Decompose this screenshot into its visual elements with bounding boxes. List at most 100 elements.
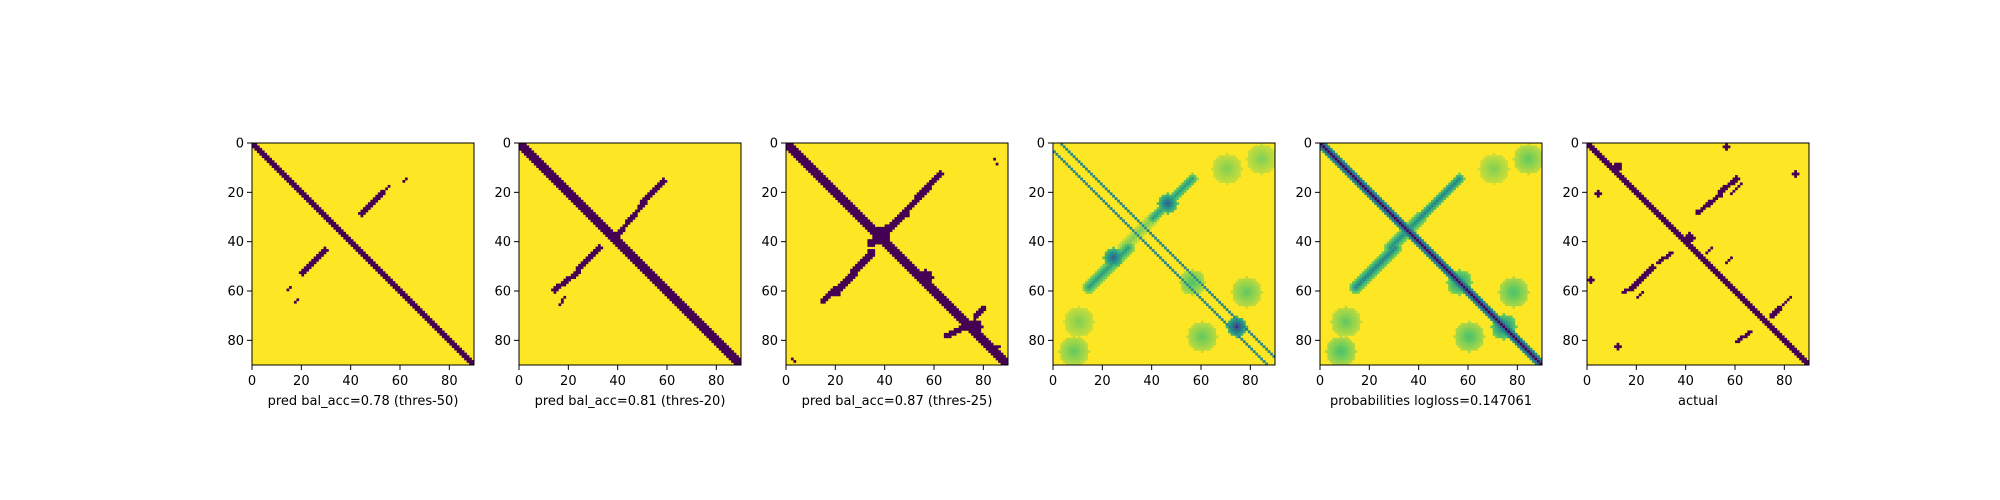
heatmap-cell: [1334, 320, 1338, 324]
heatmap-cell: [1379, 254, 1382, 257]
heatmap-cell: [1670, 251, 1674, 255]
heatmap-cell: [363, 254, 366, 257]
heatmap-cell: [286, 177, 290, 181]
heatmap-cell: [1327, 147, 1331, 151]
heatmap-cell: [681, 310, 685, 314]
heatmap-cell: [1087, 320, 1091, 324]
heatmap-cell: [1418, 241, 1422, 245]
heatmap-cell: [1522, 340, 1526, 344]
heatmap-cell: [1492, 175, 1496, 178]
heatmap-cell: [1173, 192, 1177, 196]
heatmap-cell: [1082, 342, 1086, 346]
heatmap-cell: [1418, 246, 1422, 250]
heatmap-cell: [313, 204, 317, 208]
heatmap-cell: [1403, 239, 1407, 242]
heatmap-cell: [998, 345, 1001, 349]
heatmap-cell: [1357, 313, 1360, 316]
heatmap-cell: [825, 298, 829, 302]
heatmap-cell: [1591, 145, 1595, 149]
heatmap-cell: [1722, 184, 1726, 188]
heatmap-cell: [597, 244, 601, 247]
heatmap-cell: [526, 145, 530, 149]
heatmap-cell: [1502, 330, 1506, 334]
y-tick-label: 40: [227, 235, 244, 250]
heatmap-cell: [1500, 170, 1503, 173]
heatmap-cell: [1112, 268, 1115, 272]
heatmap-cell: [444, 335, 448, 339]
heatmap-cell: [1403, 234, 1407, 238]
heatmap-cell: [1077, 345, 1081, 349]
heatmap-cell: [921, 276, 925, 279]
heatmap-cell: [1433, 254, 1437, 257]
heatmap-cell: [573, 194, 577, 198]
heatmap-cell: [1235, 170, 1239, 173]
heatmap-cell: [570, 276, 574, 279]
heatmap-cell: [1529, 160, 1533, 164]
heatmap-cell: [1344, 342, 1348, 346]
heatmap-cell: [1688, 246, 1691, 250]
heatmap-cell: [882, 244, 885, 247]
heatmap-cell: [580, 263, 584, 267]
heatmap-cell: [731, 352, 734, 356]
heatmap-cell: [1334, 315, 1338, 319]
heatmap-cell: [1119, 258, 1123, 262]
x-tick-label: 0: [1316, 374, 1324, 389]
heatmap-cell: [1779, 305, 1783, 309]
heatmap-cell: [1487, 160, 1491, 164]
heatmap-cell: [1171, 199, 1175, 203]
heatmap-cell: [1482, 300, 1486, 304]
heatmap-cell: [909, 207, 913, 210]
heatmap-cell: [1458, 325, 1461, 329]
heatmap-cell: [1477, 295, 1481, 299]
heatmap-cell: [1144, 226, 1148, 230]
heatmap-cell: [1077, 160, 1081, 164]
heatmap-cell: [1616, 345, 1620, 349]
heatmap-cell: [1065, 318, 1069, 321]
heatmap-cell: [1735, 175, 1738, 178]
heatmap-cell: [813, 167, 816, 171]
heatmap-cell: [961, 323, 964, 326]
heatmap-cell: [632, 258, 636, 262]
heatmap-cell: [1178, 187, 1182, 191]
heatmap-cell: [1354, 350, 1358, 353]
heatmap-cell: [1514, 332, 1518, 336]
heatmap-cell: [1700, 256, 1704, 260]
heatmap-cell: [1730, 182, 1733, 186]
heatmap-cell: [372, 266, 376, 270]
heatmap-cell: [1151, 224, 1155, 228]
heatmap-cell: [1349, 328, 1353, 331]
heatmap-cell: [1077, 315, 1081, 319]
heatmap-cell: [966, 328, 969, 331]
heatmap-cell: [926, 184, 930, 188]
heatmap-cell: [1092, 281, 1096, 284]
x-tick-label: 40: [1410, 374, 1427, 389]
heatmap-cell: [1255, 170, 1259, 173]
heatmap-cell: [1455, 283, 1459, 287]
heatmap-cell: [1443, 197, 1447, 201]
heatmap-cell: [1394, 219, 1397, 223]
heatmap-cell: [1109, 207, 1113, 210]
heatmap-cell: [718, 340, 722, 344]
heatmap-cell: [1480, 167, 1484, 171]
heatmap-cell: [1327, 150, 1331, 154]
heatmap-cell: [1257, 355, 1261, 358]
heatmap-cell: [1235, 172, 1239, 176]
heatmap-cell: [1122, 256, 1125, 260]
heatmap-cell: [578, 197, 581, 201]
heatmap-cell: [1183, 281, 1187, 284]
heatmap-cell: [864, 224, 868, 228]
heatmap-cell: [1732, 291, 1736, 294]
heatmap-cell: [548, 177, 552, 181]
heatmap-cell: [1080, 362, 1083, 366]
heatmap-cell: [1453, 273, 1456, 277]
heatmap-cell: [1245, 281, 1249, 284]
heatmap-cell: [1070, 362, 1074, 366]
heatmap-cell: [1720, 189, 1723, 193]
heatmap-cell: [1250, 165, 1254, 168]
heatmap-cell: [1477, 328, 1481, 331]
heatmap-cell: [553, 177, 557, 181]
heatmap-cell: [1619, 172, 1622, 176]
heatmap-cell: [808, 165, 811, 168]
heatmap-cell: [1072, 350, 1076, 353]
